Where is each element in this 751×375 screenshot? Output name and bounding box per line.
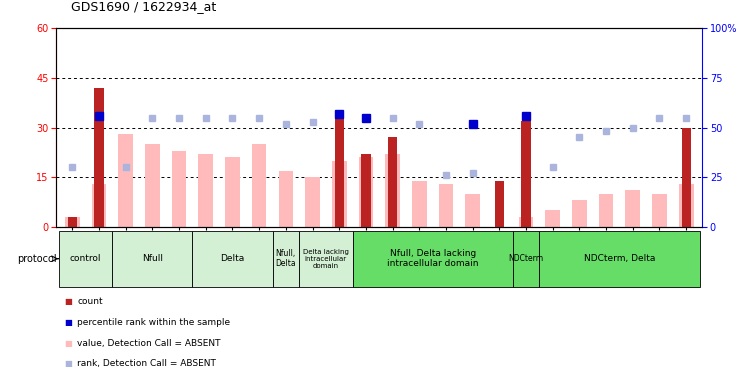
- Bar: [495, 180, 504, 227]
- Bar: [572, 200, 587, 227]
- Bar: [388, 138, 397, 227]
- Text: ■: ■: [64, 318, 71, 327]
- Bar: [521, 121, 531, 227]
- Bar: [65, 217, 80, 227]
- Text: NDCterm: NDCterm: [508, 254, 544, 263]
- Text: Nfull: Nfull: [142, 254, 163, 263]
- Bar: [68, 217, 77, 227]
- Bar: [113, 231, 192, 287]
- Bar: [92, 184, 107, 227]
- Bar: [198, 154, 213, 227]
- Bar: [252, 144, 267, 227]
- Bar: [273, 231, 299, 287]
- Bar: [192, 231, 273, 287]
- Bar: [539, 231, 699, 287]
- Bar: [305, 177, 320, 227]
- Bar: [681, 128, 691, 227]
- Bar: [59, 231, 113, 287]
- Bar: [679, 184, 693, 227]
- Bar: [95, 88, 104, 227]
- Bar: [352, 231, 513, 287]
- Bar: [334, 111, 344, 227]
- Bar: [361, 154, 370, 227]
- Bar: [145, 144, 160, 227]
- Bar: [466, 194, 480, 227]
- Bar: [172, 151, 186, 227]
- Text: ■: ■: [64, 359, 71, 368]
- Bar: [385, 154, 400, 227]
- Bar: [279, 171, 293, 227]
- Bar: [299, 231, 352, 287]
- Text: ■: ■: [64, 297, 71, 306]
- Bar: [599, 194, 614, 227]
- Bar: [545, 210, 560, 227]
- Bar: [652, 194, 667, 227]
- Bar: [626, 190, 640, 227]
- Text: ■: ■: [64, 339, 71, 348]
- Bar: [439, 184, 454, 227]
- Text: Nfull,
Delta: Nfull, Delta: [276, 249, 296, 268]
- Text: protocol: protocol: [17, 254, 57, 264]
- Text: Delta lacking
intracellular
domain: Delta lacking intracellular domain: [303, 249, 348, 269]
- Text: count: count: [77, 297, 103, 306]
- Bar: [358, 158, 373, 227]
- Bar: [513, 231, 539, 287]
- Bar: [332, 160, 346, 227]
- Text: rank, Detection Call = ABSENT: rank, Detection Call = ABSENT: [77, 359, 216, 368]
- Bar: [119, 134, 133, 227]
- Text: control: control: [70, 254, 101, 263]
- Text: GDS1690 / 1622934_at: GDS1690 / 1622934_at: [71, 0, 216, 13]
- Bar: [225, 158, 240, 227]
- Text: Nfull, Delta lacking
intracellular domain: Nfull, Delta lacking intracellular domai…: [387, 249, 478, 268]
- Text: NDCterm, Delta: NDCterm, Delta: [584, 254, 655, 263]
- Bar: [412, 180, 427, 227]
- Bar: [519, 217, 533, 227]
- Text: Delta: Delta: [220, 254, 245, 263]
- Text: value, Detection Call = ABSENT: value, Detection Call = ABSENT: [77, 339, 221, 348]
- Text: percentile rank within the sample: percentile rank within the sample: [77, 318, 231, 327]
